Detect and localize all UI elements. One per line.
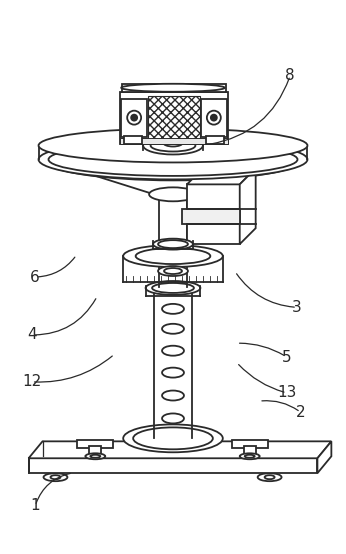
Ellipse shape	[153, 239, 193, 250]
Ellipse shape	[151, 140, 195, 151]
Bar	[244, 447, 256, 456]
Bar	[187, 184, 240, 244]
Ellipse shape	[162, 368, 184, 378]
Bar	[182, 209, 240, 224]
Text: 6: 6	[30, 269, 40, 285]
Ellipse shape	[38, 140, 308, 179]
Ellipse shape	[90, 455, 100, 458]
Bar	[120, 137, 228, 143]
Ellipse shape	[162, 413, 184, 423]
Ellipse shape	[162, 304, 184, 314]
Ellipse shape	[143, 137, 203, 155]
Bar	[29, 458, 317, 473]
Bar	[201, 99, 227, 137]
Polygon shape	[317, 442, 331, 473]
Ellipse shape	[131, 115, 137, 121]
Bar	[206, 136, 224, 143]
Polygon shape	[187, 168, 256, 184]
Bar	[148, 96, 200, 140]
Ellipse shape	[38, 129, 308, 162]
Ellipse shape	[162, 391, 184, 401]
Ellipse shape	[136, 248, 210, 264]
Bar	[122, 84, 226, 92]
Polygon shape	[29, 442, 331, 458]
Bar	[78, 440, 113, 448]
Ellipse shape	[158, 240, 188, 248]
Ellipse shape	[158, 266, 188, 276]
Text: 13: 13	[277, 386, 297, 401]
Ellipse shape	[44, 473, 67, 481]
Ellipse shape	[51, 475, 61, 479]
Ellipse shape	[258, 473, 282, 481]
Ellipse shape	[123, 424, 223, 452]
Ellipse shape	[164, 268, 182, 274]
Ellipse shape	[121, 84, 225, 92]
Ellipse shape	[162, 324, 184, 334]
Ellipse shape	[162, 346, 184, 356]
Ellipse shape	[48, 143, 298, 176]
Text: 1: 1	[30, 499, 40, 514]
Ellipse shape	[44, 138, 302, 181]
Ellipse shape	[265, 475, 275, 479]
Bar	[232, 440, 267, 448]
Ellipse shape	[149, 187, 197, 201]
Bar	[121, 99, 147, 137]
Ellipse shape	[152, 283, 194, 293]
Text: 4: 4	[27, 327, 37, 342]
Text: 5: 5	[282, 350, 292, 365]
Ellipse shape	[146, 281, 200, 295]
Bar	[89, 447, 101, 456]
Ellipse shape	[127, 111, 141, 125]
Ellipse shape	[123, 245, 223, 267]
Text: 12: 12	[22, 375, 41, 389]
Ellipse shape	[245, 455, 255, 458]
Bar	[120, 92, 228, 143]
Ellipse shape	[211, 115, 217, 121]
Ellipse shape	[163, 138, 183, 146]
Polygon shape	[240, 168, 256, 244]
Ellipse shape	[85, 453, 105, 459]
Text: 8: 8	[285, 68, 295, 83]
Ellipse shape	[240, 453, 260, 459]
Text: 2: 2	[296, 404, 305, 420]
Bar	[124, 136, 142, 143]
Ellipse shape	[133, 427, 213, 449]
Text: 3: 3	[292, 300, 302, 315]
Ellipse shape	[207, 111, 221, 125]
